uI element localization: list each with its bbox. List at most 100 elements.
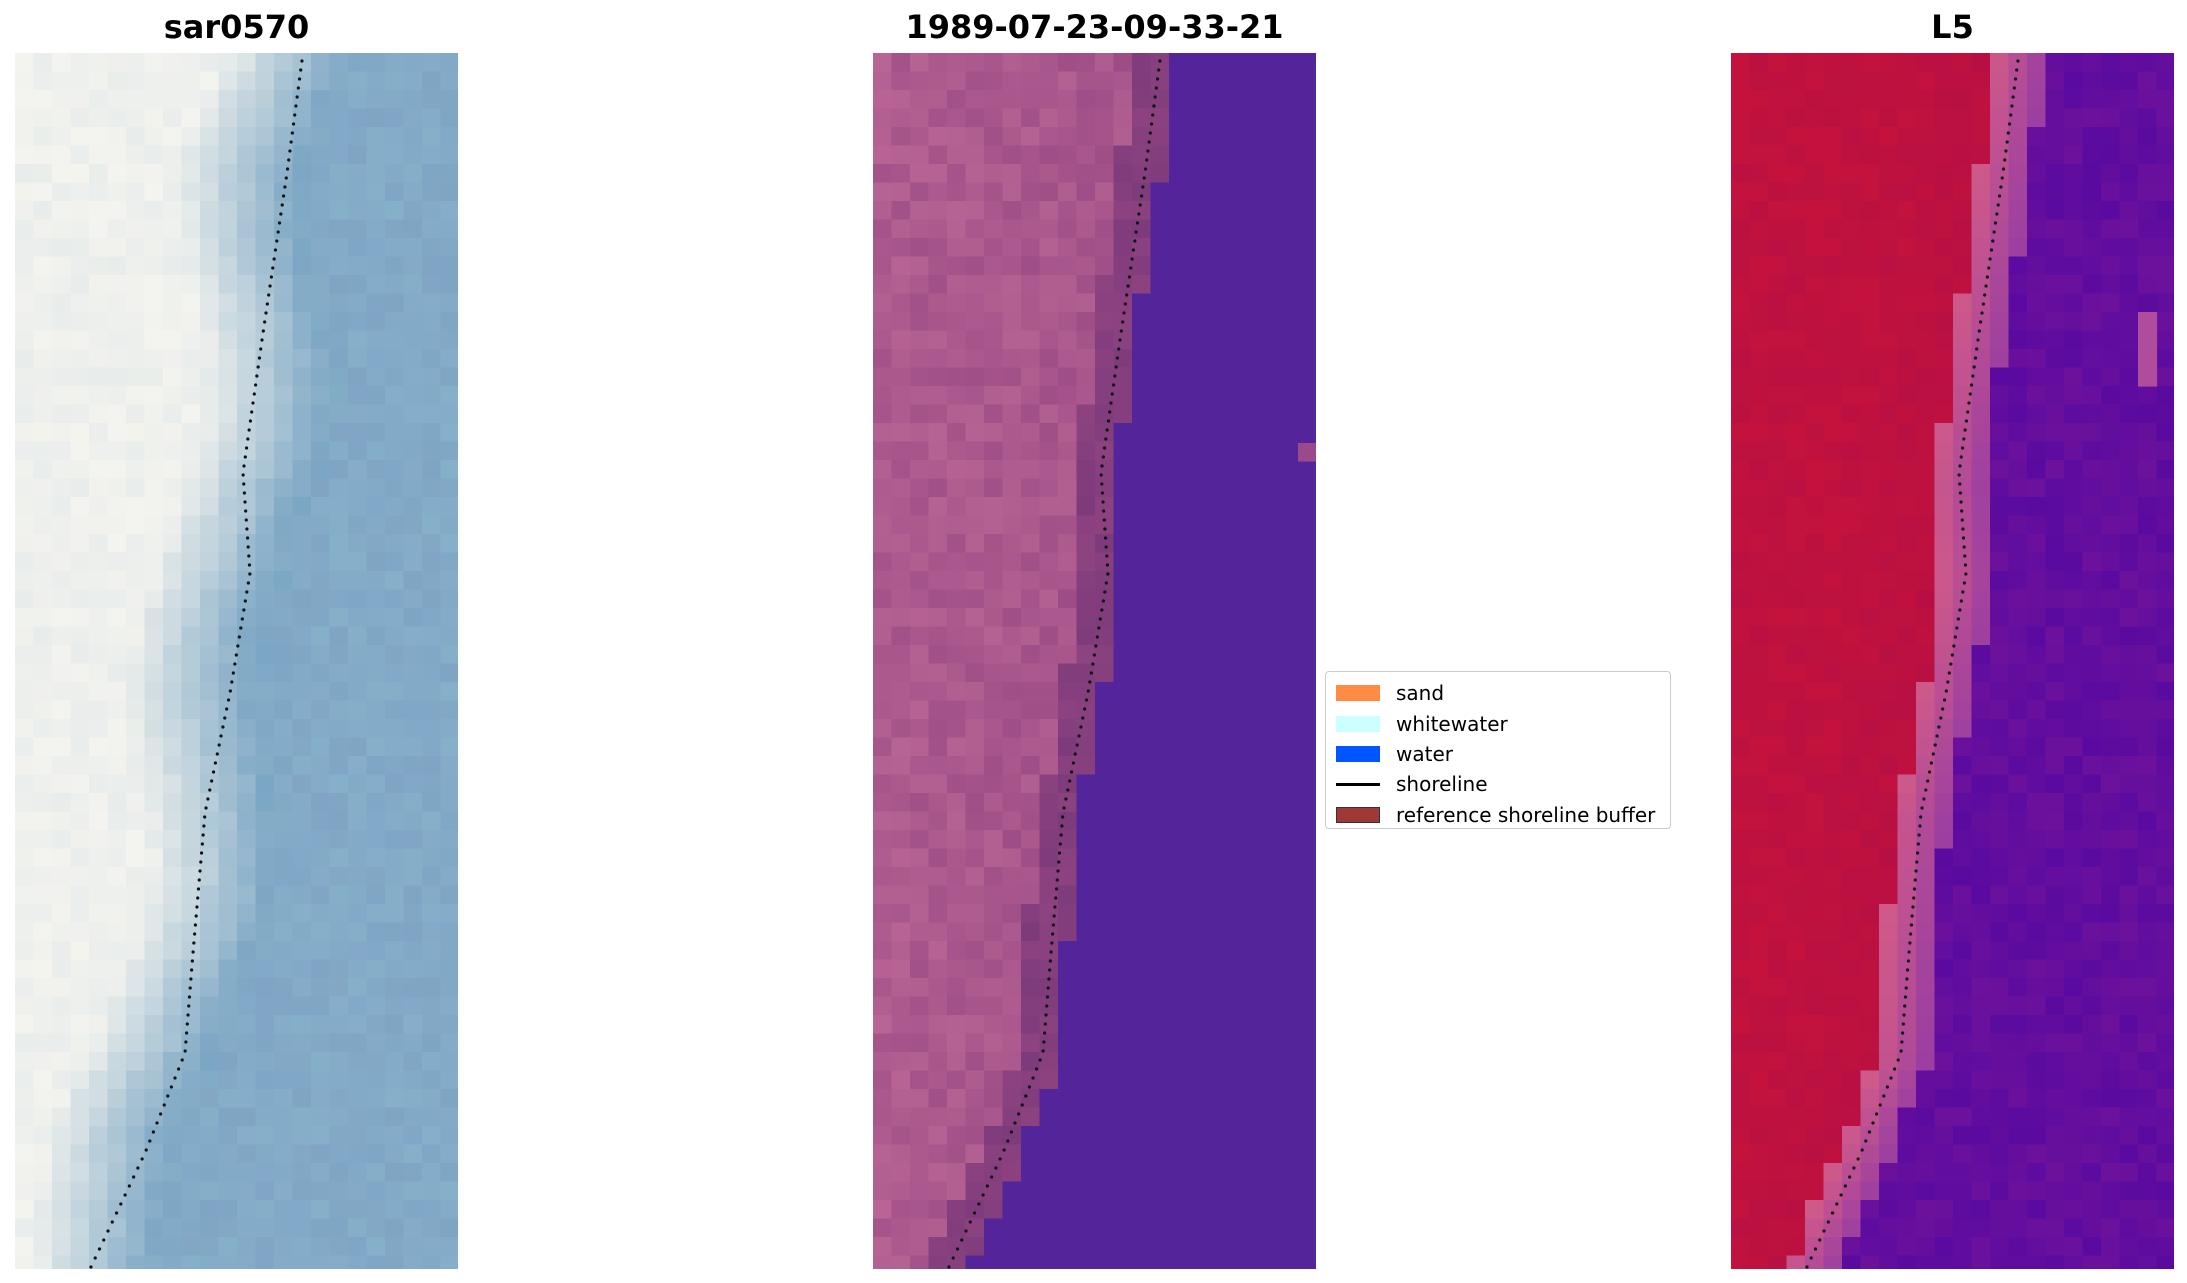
pixel (181, 682, 201, 702)
pixel (928, 589, 948, 609)
pixel (311, 1089, 331, 1109)
pixel (1243, 404, 1263, 424)
pixel (2119, 219, 2139, 239)
pixel (2119, 756, 2139, 776)
pixel (1860, 275, 1880, 295)
shoreline-point (1006, 1139, 1010, 1143)
pixel (274, 848, 294, 868)
pixel (200, 71, 220, 91)
pixel (292, 127, 312, 147)
pixel (1916, 108, 1936, 128)
pixel (1021, 201, 1041, 221)
pixel (1058, 404, 1078, 424)
pixel (1897, 756, 1917, 776)
pixel (422, 1052, 442, 1072)
pixel (440, 256, 458, 276)
pixel (910, 608, 930, 628)
pixel (107, 256, 127, 276)
pixel (255, 1070, 275, 1090)
pixel (2156, 515, 2174, 535)
pixel (1039, 404, 1059, 424)
pixel (329, 349, 349, 369)
pixel (218, 959, 238, 979)
pixel (292, 386, 312, 406)
pixel (274, 1089, 294, 1109)
pixel (15, 626, 35, 646)
pixel (15, 1181, 35, 1201)
pixel (163, 219, 183, 239)
classified-image-panel (873, 53, 1316, 1269)
pixel (181, 996, 201, 1016)
pixel (440, 182, 458, 202)
pixel (1243, 978, 1263, 998)
pixel (1039, 460, 1059, 480)
pixel (1990, 737, 2010, 757)
pixel (891, 793, 911, 813)
pixel (2082, 1089, 2102, 1109)
pixel (440, 904, 458, 924)
pixel (440, 423, 458, 443)
pixel (1280, 737, 1300, 757)
pixel (1860, 1181, 1880, 1201)
pixel (1132, 460, 1152, 480)
pixel (1749, 978, 1769, 998)
pixel (385, 330, 405, 350)
pixel (1953, 497, 1973, 517)
pixel (126, 904, 146, 924)
pixel (107, 127, 127, 147)
pixel (385, 1070, 405, 1090)
pixel (1879, 108, 1899, 128)
pixel (910, 404, 930, 424)
pixel (910, 1033, 930, 1053)
pixel (1206, 330, 1226, 350)
pixel (1002, 238, 1022, 258)
pixel (1768, 1089, 1788, 1109)
pixel (366, 1107, 386, 1127)
pixel (89, 219, 109, 239)
pixel (1243, 996, 1263, 1016)
pixel (1169, 1070, 1189, 1090)
pixel (218, 589, 238, 609)
pixel (1805, 996, 1825, 1016)
pixel (403, 608, 423, 628)
pixel (873, 1033, 893, 1053)
pixel (1298, 293, 1316, 313)
pixel (33, 719, 53, 739)
pixel (1150, 589, 1170, 609)
pixel (237, 1144, 257, 1164)
pixel (928, 1255, 948, 1269)
pixel (1298, 497, 1316, 517)
shoreline-point (194, 914, 198, 918)
pixel (1169, 663, 1189, 683)
pixel (1990, 1107, 2010, 1127)
pixel (873, 164, 893, 184)
pixel (403, 1033, 423, 1053)
pixel (107, 312, 127, 332)
pixel (947, 1218, 967, 1238)
pixel (15, 256, 35, 276)
pixel (237, 737, 257, 757)
pixel (1879, 1052, 1899, 1072)
pixel (2138, 1107, 2158, 1127)
pixel (385, 589, 405, 609)
pixel (2119, 1015, 2139, 1035)
pixel (1002, 534, 1022, 554)
pixel (422, 756, 442, 776)
pixel (255, 293, 275, 313)
pixel (1860, 978, 1880, 998)
pixel (1879, 830, 1899, 850)
pixel (1879, 164, 1899, 184)
pixel (403, 830, 423, 850)
pixel (1021, 774, 1041, 794)
pixel (422, 793, 442, 813)
pixel (292, 1163, 312, 1183)
pixel (329, 626, 349, 646)
shoreline-point (231, 671, 235, 675)
pixel (910, 441, 930, 461)
pixel (1113, 238, 1133, 258)
pixel (1243, 108, 1263, 128)
pixel (1132, 441, 1152, 461)
pixel (1805, 608, 1825, 628)
pixel (385, 1218, 405, 1238)
pixel (144, 700, 164, 720)
